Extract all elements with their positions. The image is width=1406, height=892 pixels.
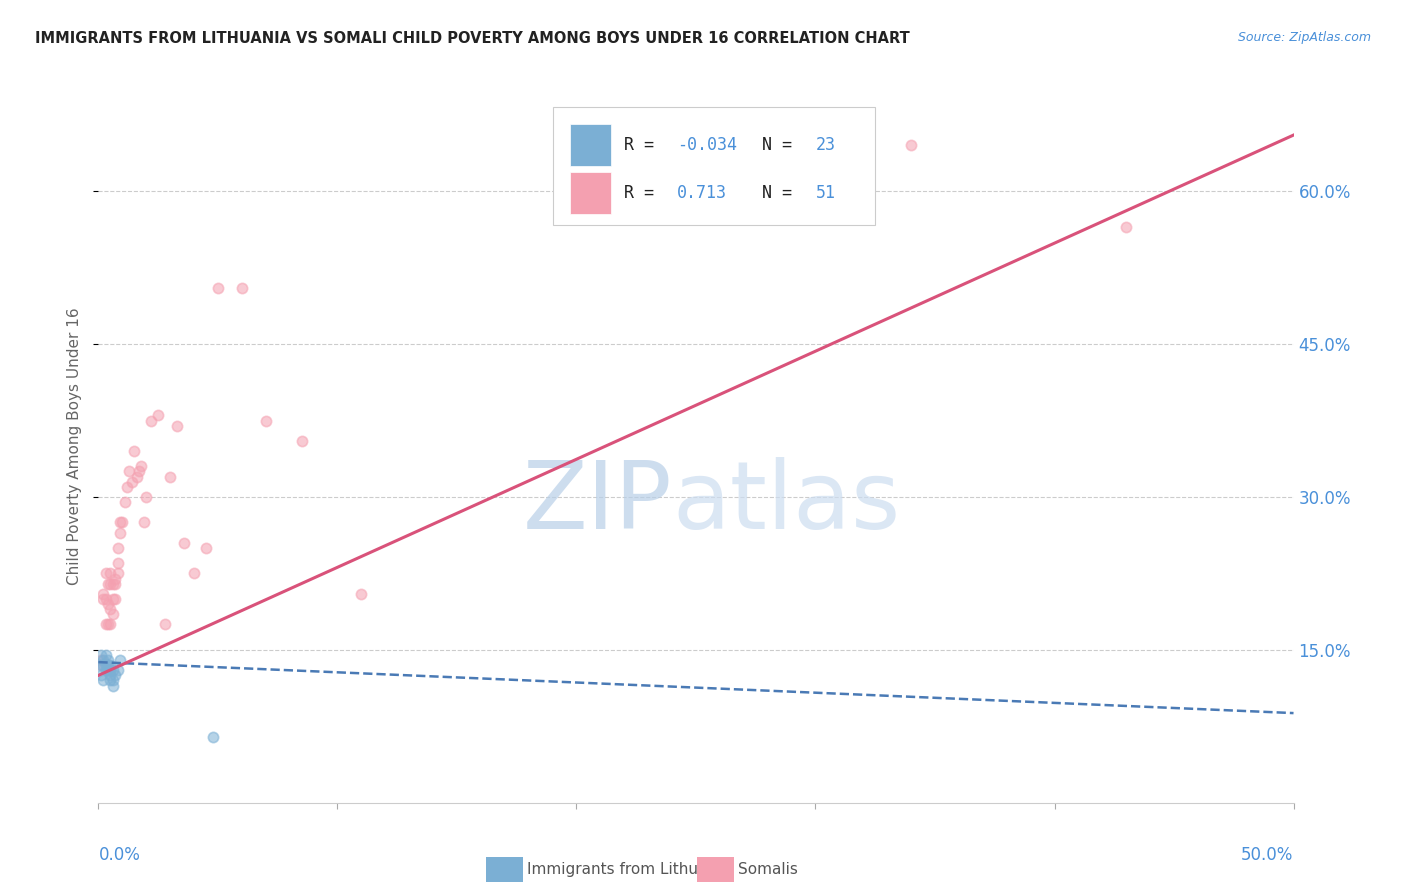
Point (173, 536, 195, 550)
Point (90, 658, 112, 673)
Point (91, 673, 114, 688)
Point (114, 495, 136, 509)
Point (101, 663, 124, 677)
Point (91, 653, 114, 667)
Point (94, 617, 117, 632)
Point (97, 663, 120, 677)
Text: 0.0%: 0.0% (98, 846, 141, 863)
Y-axis label: Child Poverty Among Boys Under 16: Child Poverty Among Boys Under 16 (67, 307, 83, 585)
Point (98, 566, 122, 581)
Point (135, 490, 157, 504)
Point (98, 602, 122, 616)
Point (159, 469, 181, 483)
Point (1115, 219, 1137, 234)
Point (121, 475, 143, 489)
Point (91, 591, 114, 606)
Point (254, 413, 277, 427)
Point (98, 658, 122, 673)
Point (101, 679, 124, 693)
Point (104, 668, 127, 682)
Point (107, 566, 129, 581)
FancyBboxPatch shape (553, 107, 876, 225)
Point (98, 576, 122, 591)
Text: 50.0%: 50.0% (1241, 846, 1294, 863)
Point (183, 566, 205, 581)
Point (90, 668, 112, 682)
Point (90, 653, 112, 667)
Point (94, 658, 117, 673)
Text: N =: N = (762, 184, 801, 202)
Point (155, 617, 177, 632)
Point (97, 597, 120, 611)
Text: Somalis: Somalis (738, 863, 799, 877)
Point (101, 576, 124, 591)
Point (195, 541, 218, 555)
Text: R =: R = (624, 136, 664, 153)
Point (98, 668, 122, 682)
Point (107, 541, 129, 555)
Text: 23: 23 (815, 136, 835, 153)
Point (231, 281, 253, 295)
Point (139, 413, 162, 427)
Point (98, 673, 122, 688)
Point (207, 281, 229, 295)
Text: -0.034: -0.034 (676, 136, 737, 153)
Point (202, 730, 225, 744)
Point (91, 658, 114, 673)
Point (108, 653, 131, 667)
Text: R =: R = (624, 184, 675, 202)
Point (118, 465, 141, 479)
Point (900, 138, 922, 153)
Text: N =: N = (762, 136, 801, 153)
Point (98, 617, 122, 632)
Point (91, 587, 114, 601)
Point (107, 556, 129, 570)
Point (101, 673, 124, 688)
FancyBboxPatch shape (571, 171, 612, 214)
Point (104, 576, 127, 591)
Point (291, 434, 314, 448)
Point (131, 459, 153, 474)
Point (132, 516, 155, 530)
Point (104, 591, 127, 606)
Point (115, 480, 138, 494)
Text: atlas: atlas (672, 457, 900, 549)
Point (94, 663, 117, 677)
Point (101, 591, 124, 606)
Text: Source: ZipAtlas.com: Source: ZipAtlas.com (1237, 31, 1371, 45)
Point (108, 525, 131, 540)
FancyBboxPatch shape (571, 124, 612, 166)
Point (107, 663, 129, 677)
Point (148, 409, 170, 423)
Text: 0.713: 0.713 (676, 184, 727, 202)
Point (98, 663, 122, 677)
Point (90, 648, 112, 662)
Text: Immigrants from Lithuania: Immigrants from Lithuania (527, 863, 731, 877)
Text: ZIP: ZIP (523, 457, 672, 549)
Point (125, 469, 148, 483)
Point (94, 591, 117, 606)
Point (94, 566, 117, 581)
Point (111, 516, 134, 530)
Point (128, 465, 150, 479)
Point (350, 587, 373, 601)
Point (97, 576, 120, 591)
Point (90, 658, 112, 673)
Point (97, 658, 120, 673)
Point (94, 648, 117, 662)
Point (104, 572, 127, 586)
Point (108, 516, 131, 530)
Point (97, 617, 120, 632)
Point (124, 444, 146, 458)
Text: 51: 51 (815, 184, 835, 202)
Point (97, 653, 120, 667)
Point (166, 418, 188, 433)
Point (101, 607, 124, 622)
Text: IMMIGRANTS FROM LITHUANIA VS SOMALI CHILD POVERTY AMONG BOYS UNDER 16 CORRELATIO: IMMIGRANTS FROM LITHUANIA VS SOMALI CHIL… (35, 31, 910, 46)
